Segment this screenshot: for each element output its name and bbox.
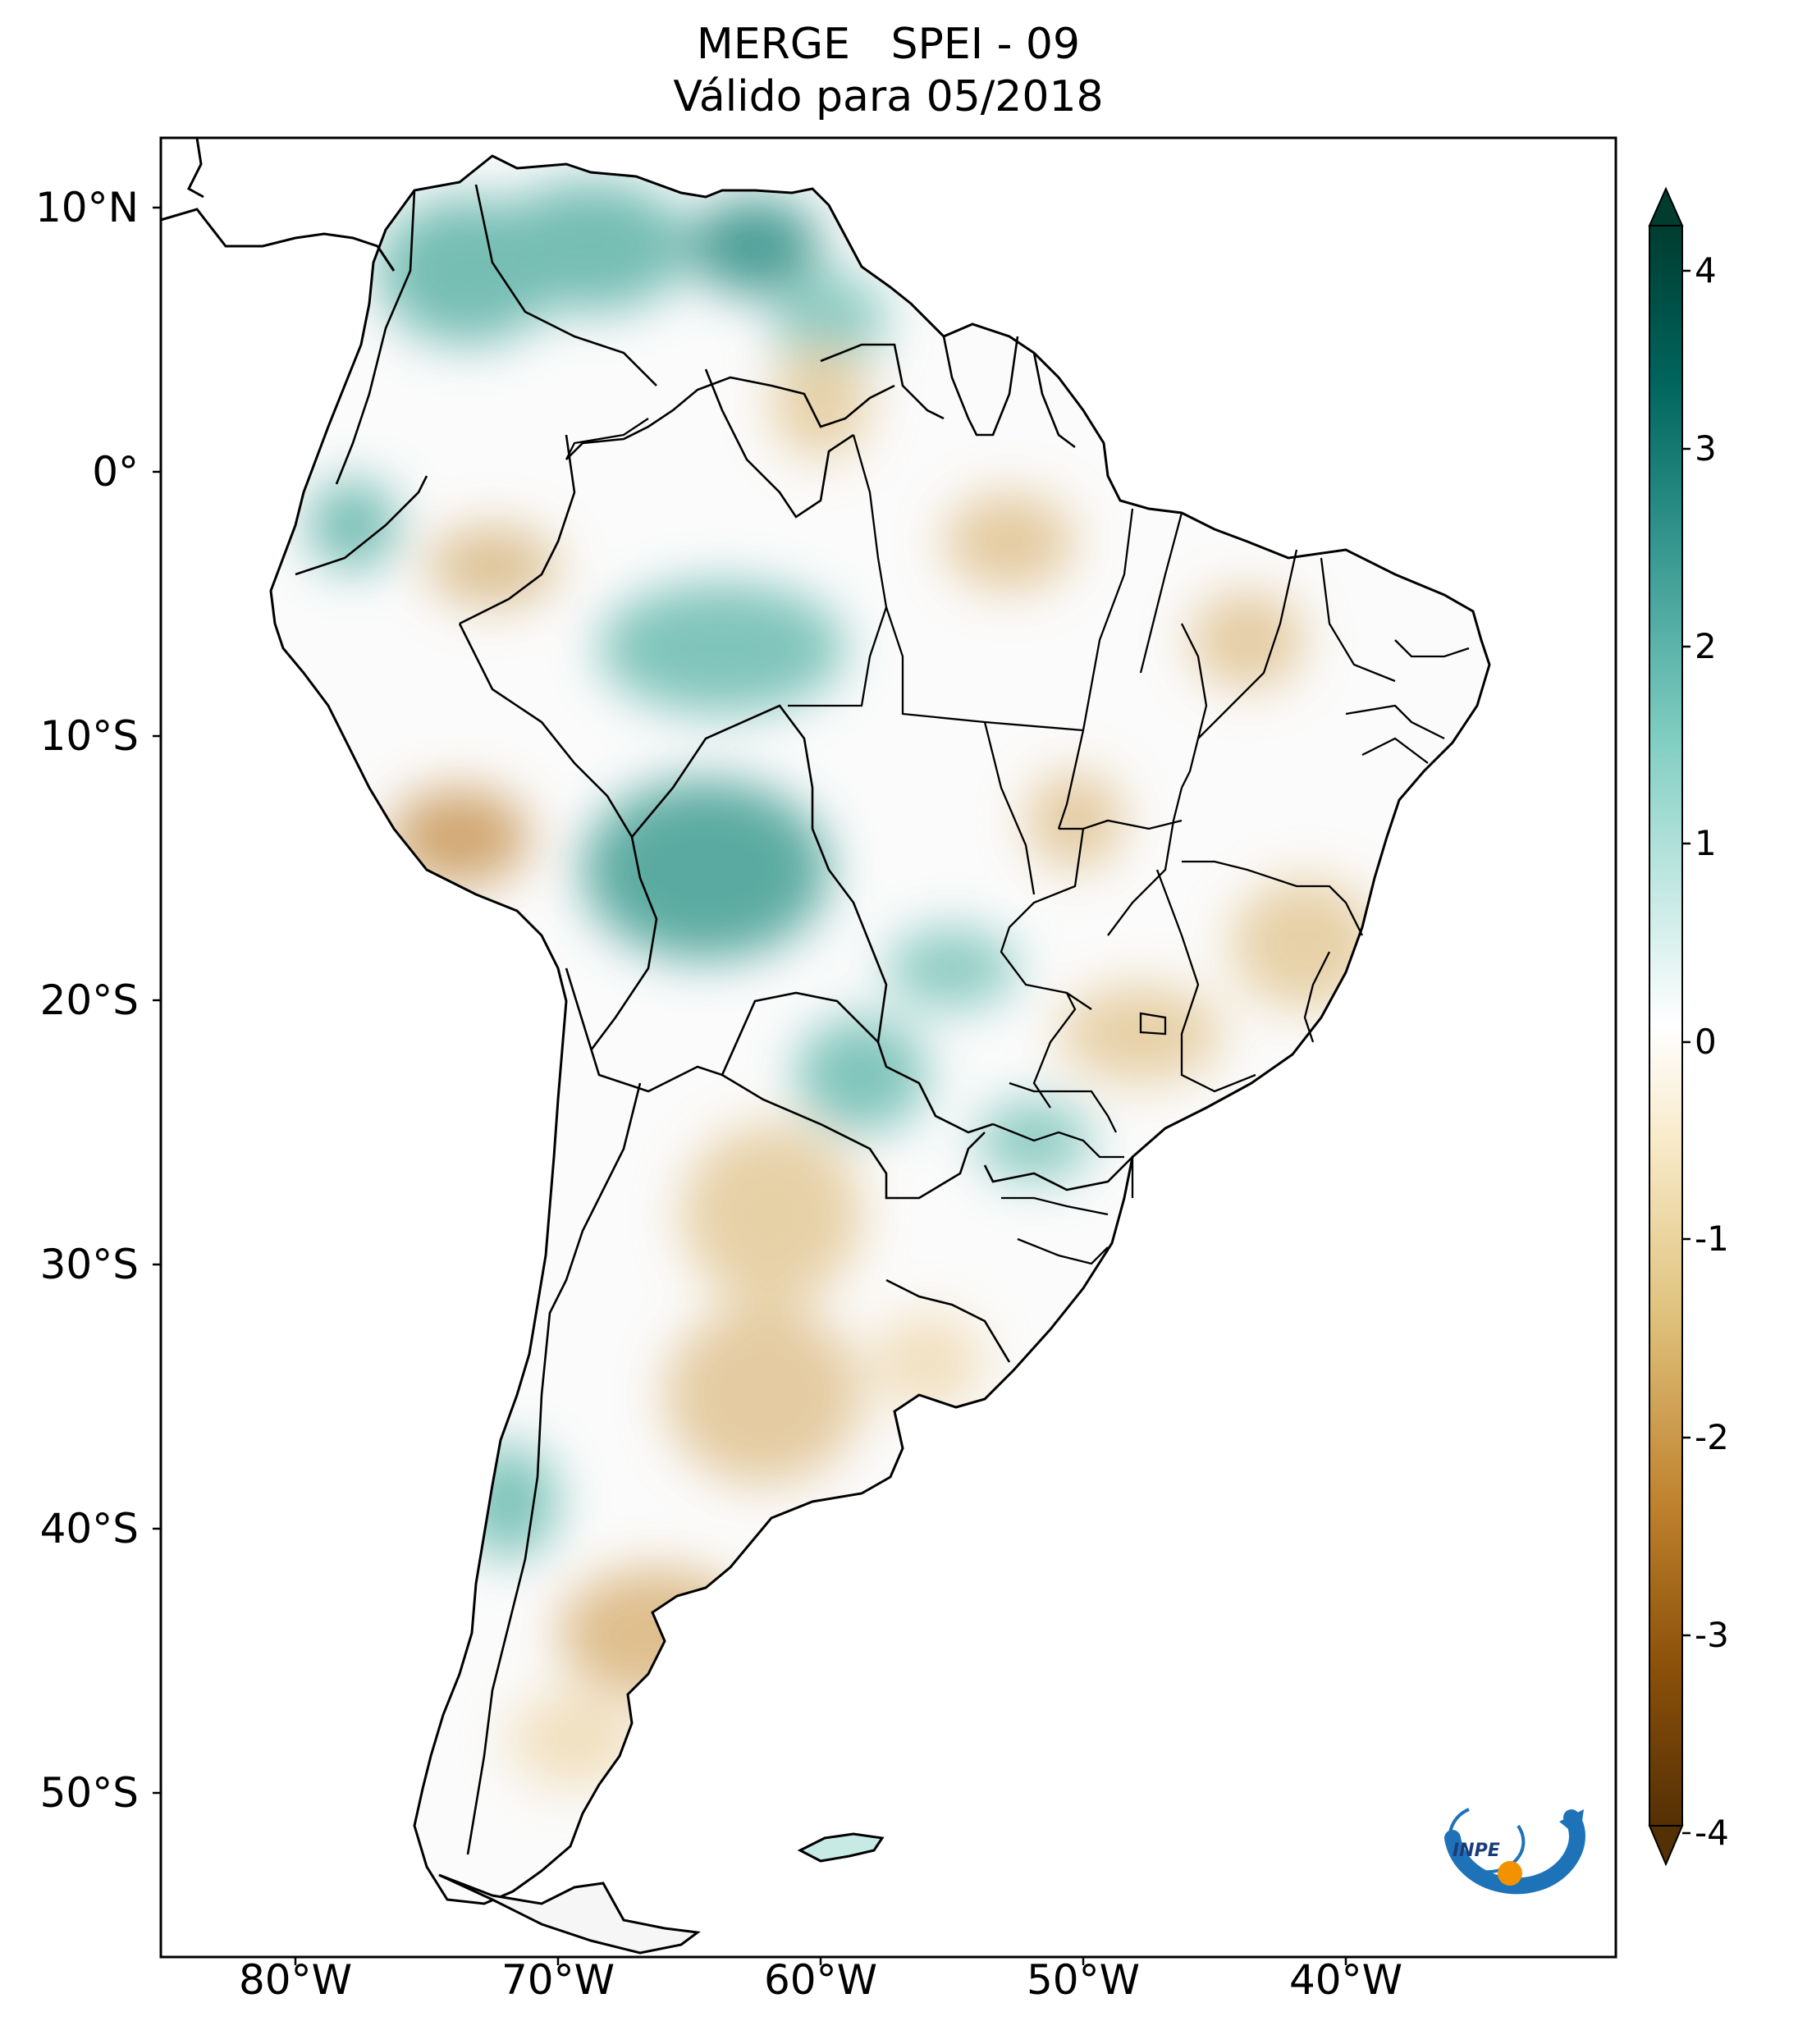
map-title-line1: MERGE SPEI - 09: [696, 20, 1081, 69]
colorbar-tick-3: 3: [1695, 428, 1717, 469]
colorbar-lower-extend: [1648, 1825, 1684, 1867]
central-america-outline: [160, 208, 396, 272]
lat-tick-30s: 30°S: [39, 1241, 139, 1288]
tierra-del-fuego-outline: [438, 1873, 701, 1955]
lon-tick-70w: 70°W: [501, 1956, 615, 2004]
colorbar-scale: [1649, 225, 1683, 1827]
lon-tick-80w: 80°W: [238, 1956, 353, 2004]
country-borders: [295, 184, 1133, 1855]
lat-tick-20s: 20°S: [39, 976, 139, 1024]
lat-tick-50s: 50°S: [39, 1769, 139, 1817]
lat-tick-10n: 10°N: [34, 184, 139, 231]
lon-tick-40w: 40°W: [1288, 1956, 1403, 2004]
caribbean-coast-outline: [187, 137, 204, 199]
continent-outline: [269, 154, 1491, 1905]
colorbar-tick-2: 2: [1695, 626, 1717, 666]
colorbar-tick-0: 0: [1695, 1022, 1717, 1062]
colorbar-tick-neg4: -4: [1695, 1813, 1729, 1853]
lat-tick-40s: 40°S: [39, 1505, 139, 1552]
map-title-line2: Válido para 05/2018: [673, 72, 1104, 121]
colorbar-tick-neg2: -2: [1695, 1417, 1729, 1457]
lat-tick-10s: 10°S: [39, 712, 139, 760]
state-borders: [565, 418, 1470, 1265]
colorbar-upper-extend: [1648, 186, 1684, 226]
lon-tick-60w: 60°W: [763, 1956, 878, 2004]
falkland-islands-outline: [797, 1832, 885, 1863]
colorbar-tick-4: 4: [1695, 250, 1717, 290]
axis-ticks: [153, 206, 1347, 1965]
colorbar-tick-1: 1: [1695, 823, 1717, 863]
colorbar-tick-neg1: -1: [1695, 1219, 1729, 1259]
lat-tick-0: 0°: [92, 448, 139, 496]
lon-tick-50w: 50°W: [1026, 1956, 1141, 2004]
colorbar: [1648, 186, 1690, 1867]
inpe-logo-text: INPE: [1453, 1841, 1500, 1861]
inpe-logo: INPE: [1444, 1808, 1585, 1895]
colorbar-tick-neg3: -3: [1695, 1615, 1729, 1655]
